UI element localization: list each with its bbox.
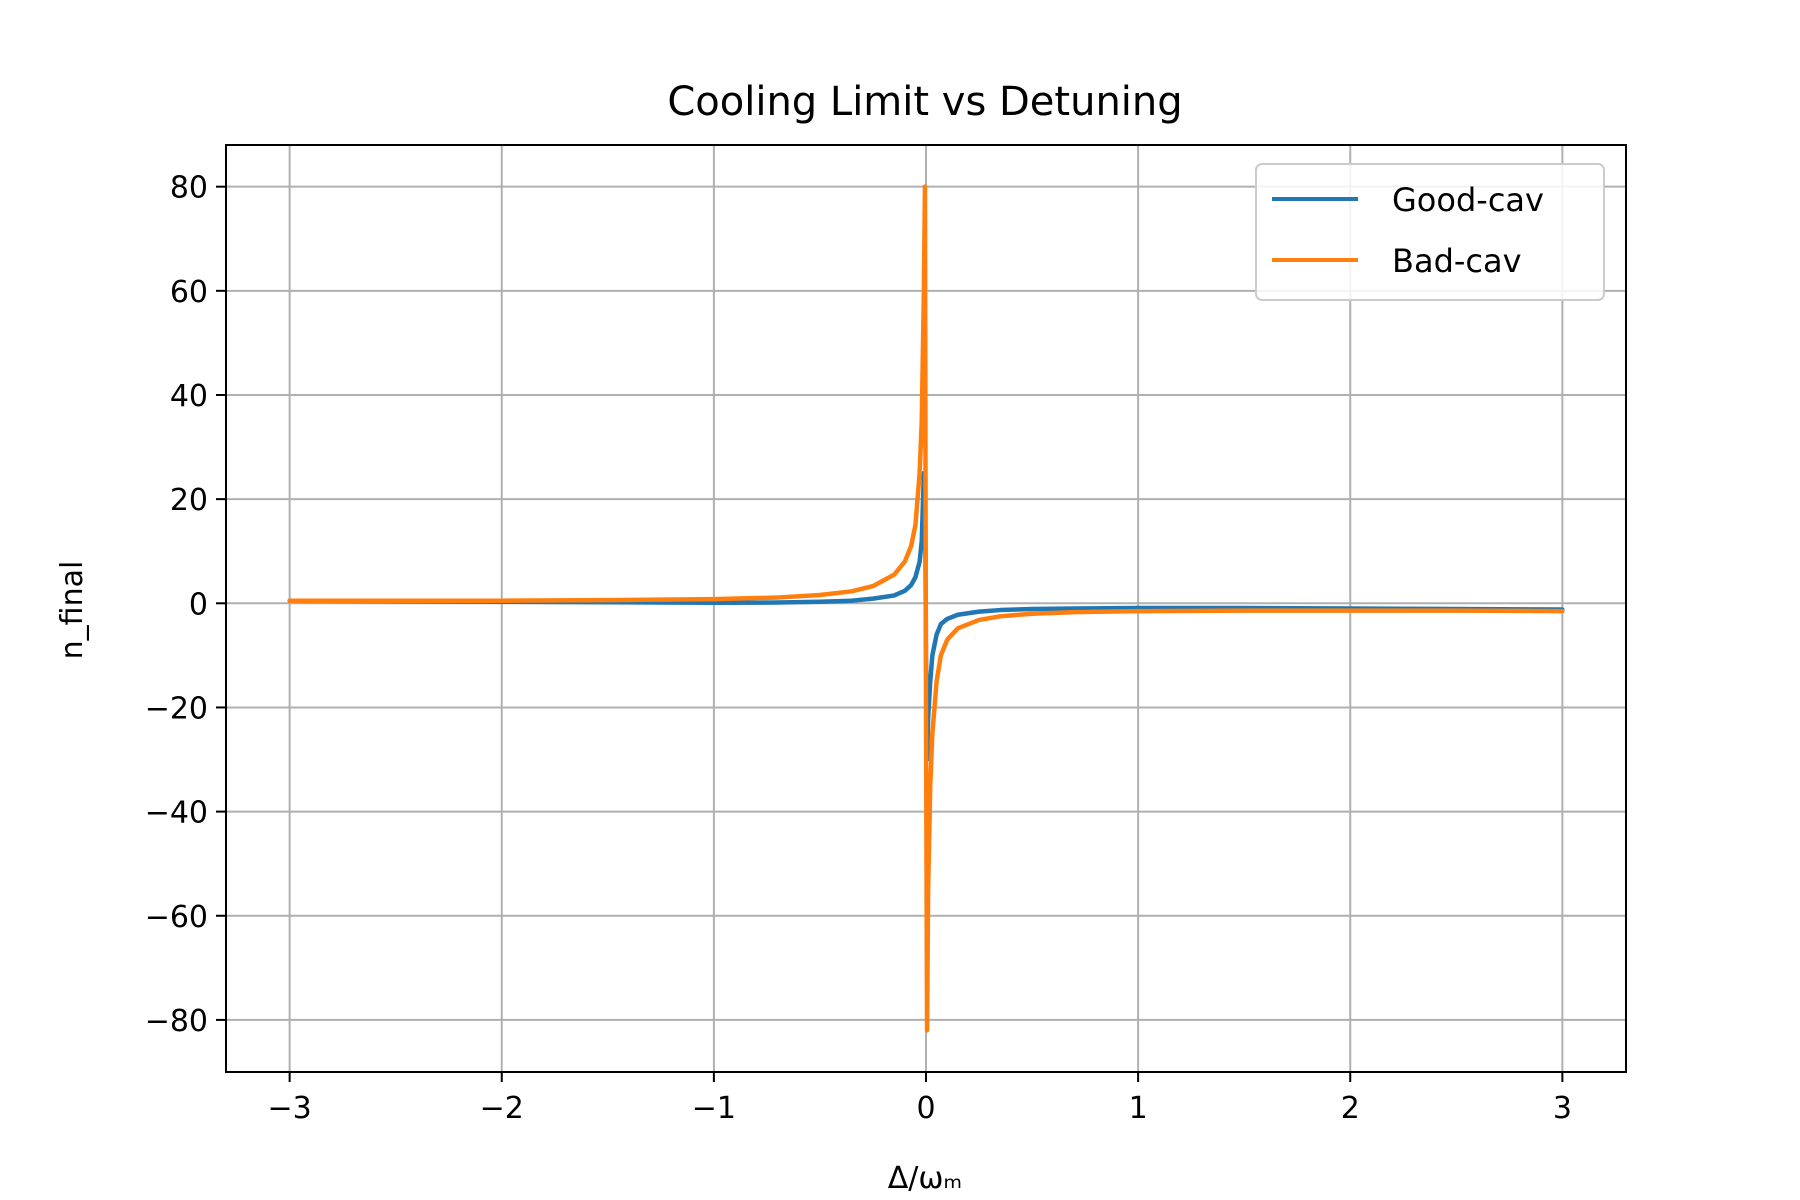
tick-layer: −3 −2 −1 0 1 2 3 −80 −60 −40 −20 0 20 40 60 80 (145, 171, 1572, 1126)
legend-label-bad-cav: Bad-cav (1392, 242, 1522, 280)
x-tick-label: 3 (1553, 1091, 1572, 1126)
y-tick-label: 40 (170, 379, 208, 414)
y-tick-label: 60 (170, 275, 208, 310)
y-tick-label: 80 (170, 171, 208, 206)
y-tick-label: −40 (145, 796, 208, 831)
y-tick-label: −60 (145, 900, 208, 935)
x-tick-label: 2 (1341, 1091, 1360, 1126)
y-tick-label: −80 (145, 1004, 208, 1039)
x-tick-label: 1 (1129, 1091, 1148, 1126)
x-tick-label: 0 (916, 1091, 935, 1126)
x-tick-label: −3 (268, 1091, 312, 1126)
y-tick-label: −20 (145, 691, 208, 726)
legend-label-good-cav: Good-cav (1392, 181, 1544, 219)
y-axis-title: n_final (55, 561, 90, 660)
x-tick-label: −2 (480, 1091, 524, 1126)
chart-title: Cooling Limit vs Detuning (667, 79, 1182, 125)
y-tick-label: 0 (189, 587, 208, 622)
series-layer (287, 184, 1565, 1033)
x-axis-title: Δ/ωₘ (888, 1161, 962, 1196)
x-tick-label: −1 (692, 1091, 736, 1126)
legend: Good-cav Bad-cav (1255, 163, 1605, 301)
series-line-bad-cav (287, 184, 1565, 1033)
y-tick-label: 20 (170, 483, 208, 518)
